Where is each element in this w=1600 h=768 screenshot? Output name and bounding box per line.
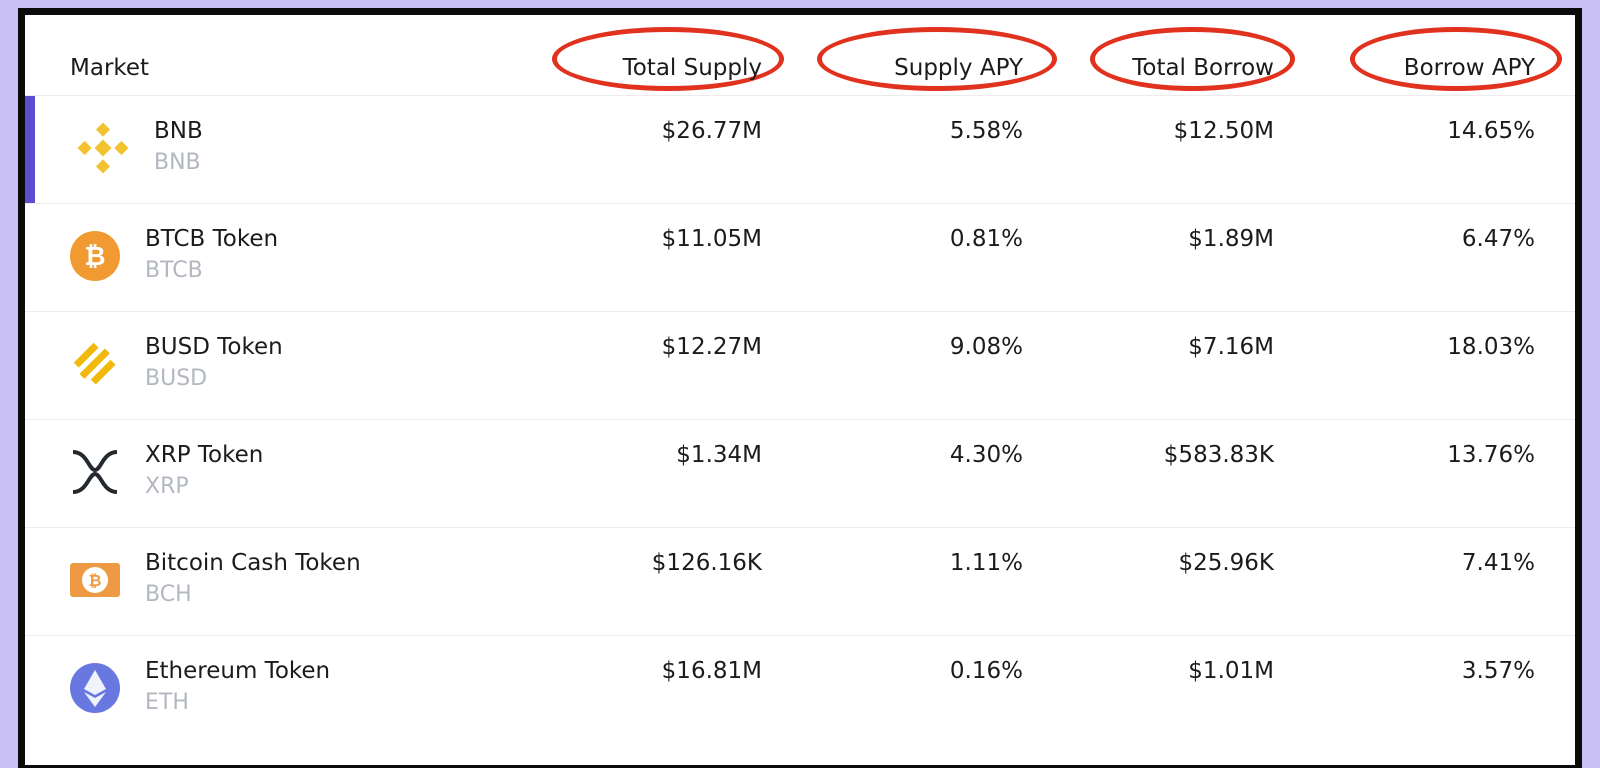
column-header[interactable]: Total Supply: [622, 55, 762, 81]
cell-total-supply: $16.81M: [661, 658, 762, 684]
highlight-ellipse: [1090, 27, 1295, 91]
token-icon: ₿: [69, 230, 121, 282]
cell-total-borrow: $7.16M: [1188, 334, 1274, 360]
token-symbol: BUSD: [145, 366, 208, 391]
token-name: Bitcoin Cash Token: [145, 550, 361, 576]
cell-supply-apy: 9.08%: [949, 334, 1023, 360]
market-row[interactable]: BNB BNB $26.77M 5.58% $12.50M 14.65%: [25, 95, 1575, 204]
highlight-ellipse: [552, 27, 784, 91]
token-icon: ₿: [69, 554, 121, 606]
cell-borrow-apy: 6.47%: [1461, 226, 1535, 252]
highlight-ellipse: [817, 27, 1057, 91]
cell-borrow-apy: 18.03%: [1447, 334, 1535, 360]
cell-supply-apy: 0.81%: [949, 226, 1023, 252]
cell-total-supply: $126.16K: [651, 550, 762, 576]
token-symbol: BNB: [154, 150, 201, 175]
market-table: Market Total Supply Supply APY Total Borrow…: [25, 15, 1575, 765]
column-header[interactable]: Total Borrow: [1132, 55, 1274, 81]
token-name: BTCB Token: [145, 226, 279, 252]
market-row[interactable]: BUSD Token BUSD $12.27M 9.08% $7.16M 18.03%: [25, 311, 1575, 420]
cell-total-supply: $1.34M: [676, 442, 762, 468]
cell-supply-apy: 0.16%: [949, 658, 1023, 684]
highlight-ellipse: [1350, 27, 1562, 91]
cell-borrow-apy: 13.76%: [1447, 442, 1535, 468]
svg-text:₿: ₿: [84, 242, 105, 272]
cell-total-borrow: $12.50M: [1173, 118, 1274, 144]
svg-text:₿: ₿: [88, 571, 101, 590]
token-symbol: ETH: [145, 690, 189, 715]
cell-borrow-apy: 14.65%: [1447, 118, 1535, 144]
cell-total-borrow: $1.89M: [1188, 226, 1274, 252]
page: Market Total Supply Supply APY Total Borrow…: [18, 8, 1582, 768]
cell-supply-apy: 5.58%: [949, 118, 1023, 144]
cell-total-supply: $11.05M: [661, 226, 762, 252]
token-symbol: BTCB: [145, 258, 203, 283]
cell-total-borrow: $1.01M: [1188, 658, 1274, 684]
column-header[interactable]: Market: [70, 55, 150, 81]
column-header[interactable]: Supply APY: [894, 55, 1023, 81]
token-symbol: XRP: [145, 474, 189, 499]
cell-borrow-apy: 7.41%: [1461, 550, 1535, 576]
cell-borrow-apy: 3.57%: [1461, 658, 1535, 684]
token-name: BNB: [154, 118, 203, 144]
market-row[interactable]: XRP Token XRP $1.34M 4.30% $583.83K 13.76%: [25, 419, 1575, 528]
market-row[interactable]: ₿ Bitcoin Cash Token BCH $126.16K 1.11% $25.9…: [25, 527, 1575, 636]
market-row[interactable]: Ethereum Token ETH $16.81M 0.16% $1.01M 3.57%: [25, 635, 1575, 744]
cell-total-supply: $26.77M: [661, 118, 762, 144]
cell-supply-apy: 4.30%: [949, 442, 1023, 468]
cell-supply-apy: 1.11%: [949, 550, 1023, 576]
market-row[interactable]: ₿ BTCB Token BTCB $11.05M 0.81% $1.89M 6.47%: [25, 203, 1575, 312]
token-icon: [77, 122, 129, 174]
column-header[interactable]: Borrow APY: [1403, 55, 1535, 81]
token-symbol: BCH: [145, 582, 192, 607]
cell-total-supply: $12.27M: [661, 334, 762, 360]
token-name: XRP Token: [145, 442, 264, 468]
selected-indicator: [25, 96, 35, 204]
cell-total-borrow: $583.83K: [1163, 442, 1274, 468]
token-name: BUSD Token: [145, 334, 283, 360]
token-name: Ethereum Token: [145, 658, 331, 684]
token-icon: [69, 662, 121, 714]
token-icon: [69, 446, 121, 498]
cell-total-borrow: $25.96K: [1178, 550, 1274, 576]
token-icon: [69, 338, 121, 390]
